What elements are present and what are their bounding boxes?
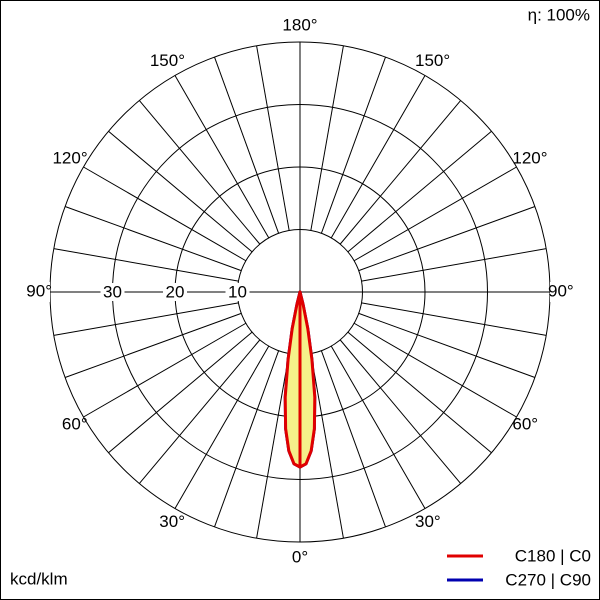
spoke	[108, 331, 253, 454]
curve	[283, 290, 302, 469]
spoke	[64, 312, 242, 378]
theta-tick-label: 180°	[282, 15, 317, 34]
spoke	[320, 56, 386, 234]
spoke	[310, 353, 344, 539]
theta-tick-label: 60°	[62, 414, 88, 433]
spoke	[83, 166, 247, 262]
plot	[283, 290, 317, 469]
label-bg	[225, 283, 250, 301]
legend-label: C180 | C0	[515, 546, 591, 565]
spoke	[214, 350, 280, 528]
spoke	[353, 322, 517, 418]
spoke	[53, 302, 239, 336]
spoke	[53, 248, 239, 282]
spoke	[339, 339, 462, 484]
spoke	[138, 100, 261, 245]
spoke	[138, 339, 261, 484]
spoke	[339, 100, 462, 245]
spoke	[347, 130, 492, 253]
spoke	[214, 56, 280, 234]
theta-tick-label: 30°	[159, 512, 185, 531]
label-bg	[550, 282, 590, 302]
label-bg	[10, 282, 50, 302]
spoke	[174, 75, 270, 239]
spoke	[353, 166, 517, 262]
spoke	[320, 350, 386, 528]
legend-label: C270 | C90	[505, 570, 591, 589]
spoke	[358, 312, 536, 378]
spoke	[361, 248, 547, 282]
spoke	[174, 345, 270, 509]
spoke	[330, 75, 426, 239]
r-tick-label: 10	[228, 282, 247, 301]
label-bg	[163, 283, 187, 301]
unit-label: kcd/klm	[10, 569, 68, 588]
spoke	[256, 353, 290, 539]
spoke	[347, 331, 492, 454]
spoke	[256, 45, 290, 231]
spoke	[83, 322, 247, 418]
spoke	[358, 206, 536, 272]
theta-tick-label: 120°	[52, 148, 87, 167]
spoke	[108, 130, 253, 253]
legend: C180 | C0 C270 | C90	[447, 546, 591, 589]
labels: 10 20 30 0° 30° 60° 90° 120° 150° 180° 30° 60° 90° 12…	[10, 15, 590, 566]
theta-tick-label: 0°	[292, 547, 308, 566]
r-tick-label: 20	[166, 282, 185, 301]
spoke	[310, 45, 344, 231]
theta-tick-label: 120°	[512, 148, 547, 167]
theta-tick-label: 90°	[548, 281, 574, 300]
theta-tick-label: 90°	[26, 281, 52, 300]
curve	[298, 290, 317, 469]
theta-tick-label: 150°	[150, 51, 185, 70]
efficiency: η: 100%	[528, 5, 590, 24]
spoke	[330, 345, 426, 509]
spoke	[64, 206, 242, 272]
label-bg	[100, 283, 125, 301]
theta-tick-label: 30°	[415, 512, 441, 531]
r-tick-label: 30	[103, 282, 122, 301]
theta-tick-label: 60°	[512, 414, 538, 433]
spoke	[361, 302, 547, 336]
theta-tick-label: 150°	[415, 51, 450, 70]
